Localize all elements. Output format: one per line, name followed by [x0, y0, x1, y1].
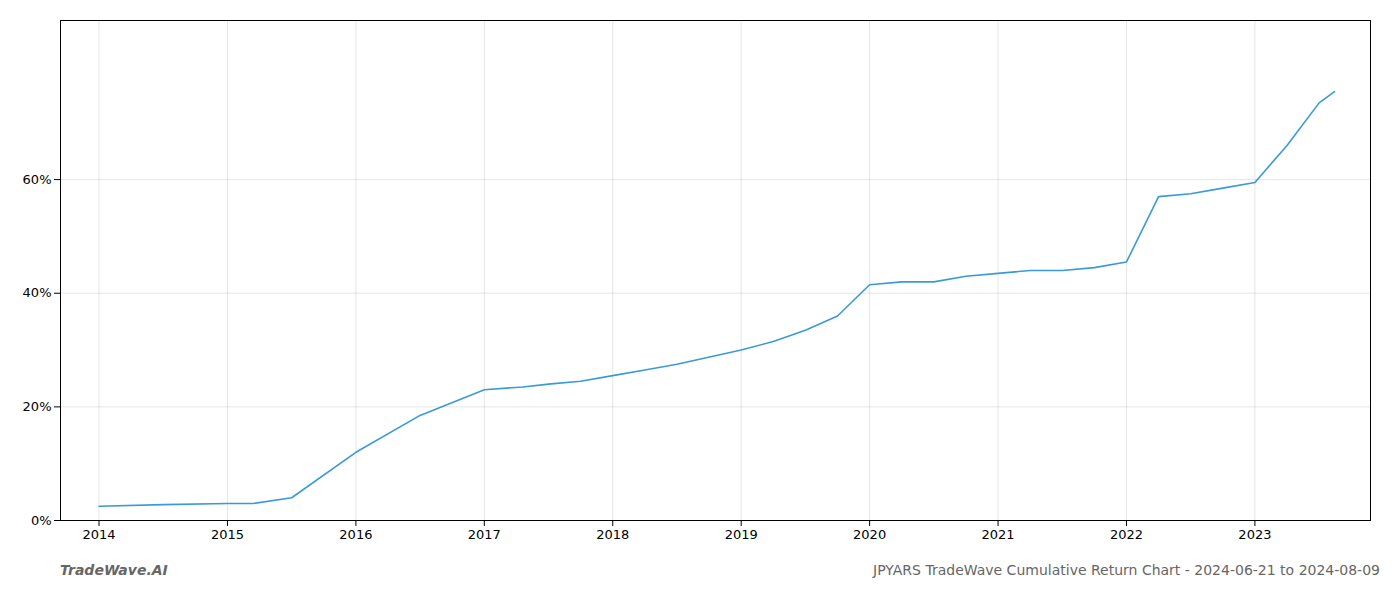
svg-text:60%: 60% [23, 172, 52, 187]
svg-text:2014: 2014 [82, 527, 115, 542]
svg-text:0%: 0% [31, 513, 52, 528]
html-text:TradeWave.AI: TradeWave.AI [60, 562, 168, 578]
svg-text:2018: 2018 [596, 527, 629, 542]
svg-text:2016: 2016 [339, 527, 372, 542]
svg-text:2017: 2017 [468, 527, 501, 542]
svg-text:40%: 40% [23, 285, 52, 300]
svg-text:2019: 2019 [725, 527, 758, 542]
svg-text:2023: 2023 [1238, 527, 1271, 542]
html-text:JPYARS TradeWave Cumulative Re: JPYARS TradeWave Cumulative Return Chart… [873, 562, 1380, 578]
svg-text:20%: 20% [23, 399, 52, 414]
svg-text:2015: 2015 [211, 527, 244, 542]
svg-text:2020: 2020 [853, 527, 886, 542]
svg-text:2021: 2021 [982, 527, 1015, 542]
svg-text:2022: 2022 [1110, 527, 1143, 542]
